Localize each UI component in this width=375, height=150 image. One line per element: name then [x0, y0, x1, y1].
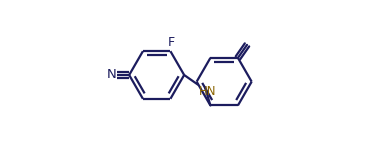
Text: N: N: [107, 69, 117, 81]
Text: F: F: [168, 36, 175, 48]
Text: HN: HN: [199, 85, 216, 98]
